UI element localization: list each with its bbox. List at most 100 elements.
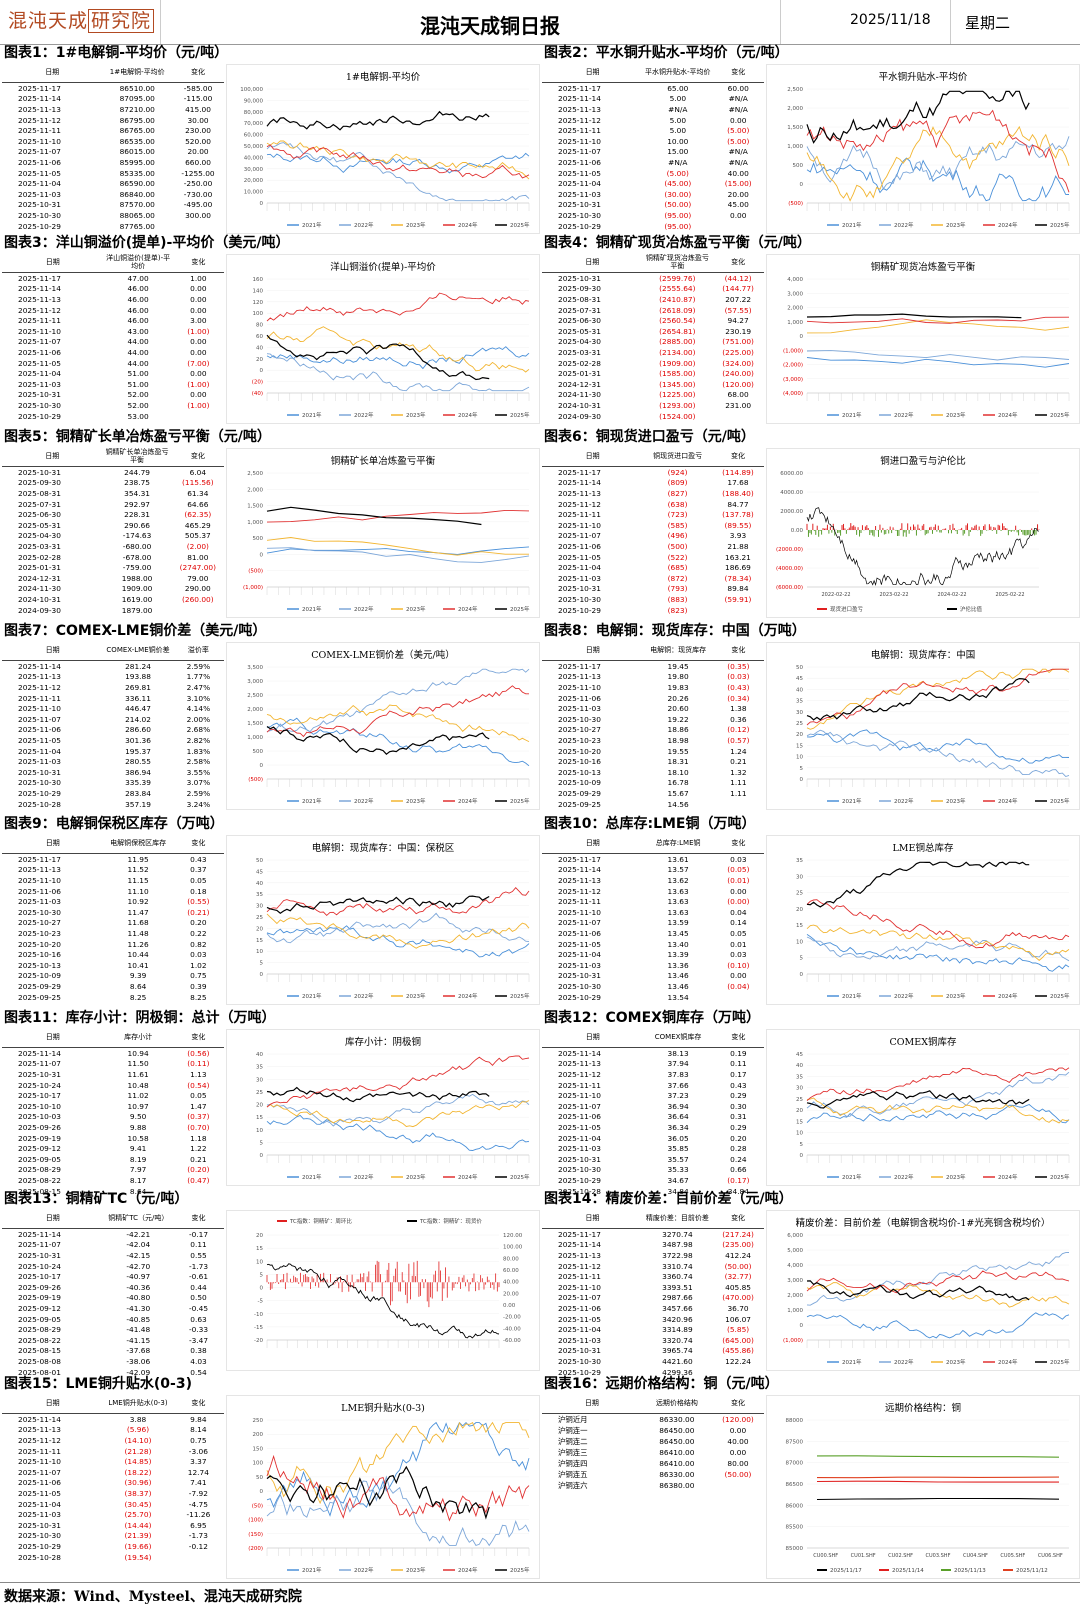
chart-svg: 2,500 2,000 1,500 1,000 500 0 (500) (1,000) 2021…	[243, 471, 530, 613]
y-tick-label: 0	[800, 1153, 804, 1159]
y-tick-label: -15	[254, 1325, 263, 1331]
row-date: 2025-11-14	[18, 661, 61, 671]
series-line	[266, 334, 490, 381]
row-change: 1.11	[730, 788, 747, 798]
row-change: (2.00)	[186, 541, 209, 551]
row-change: 290.00	[184, 584, 211, 594]
legend-label: 2023年	[406, 605, 426, 613]
series-line	[806, 350, 1070, 361]
row-value: -174.63	[122, 531, 152, 541]
row-value: 1619.00	[121, 594, 153, 604]
series-line	[806, 1280, 1030, 1301]
section-title: 图表8：电解铜：现货库存：中国（万吨）	[544, 623, 806, 639]
row-change: (2747.00)	[179, 563, 216, 573]
legend-label: 2025年	[510, 411, 530, 419]
row-date: 2025-08-01	[18, 1367, 61, 1377]
row-change: 300.00	[185, 210, 211, 220]
row-date: 2025-11-07	[558, 147, 601, 157]
row-change: 0.63	[190, 1314, 207, 1324]
row-change: #N/A	[728, 147, 748, 157]
table-row: 2025-11-13 #N/A #N/A	[542, 104, 764, 115]
y-tick-label: 2,500	[247, 693, 263, 699]
row-change: #N/A	[728, 94, 748, 104]
series-line	[266, 546, 530, 555]
table-row: 2025-10-31 -42.15 0.55	[2, 1250, 224, 1261]
chart-section-16: 图表16：远期价格结构：铜（元/吨） 日期 远期价格结构 变化 沪铜近月 86330.00…	[540, 1375, 1080, 1579]
series-line	[266, 1465, 490, 1520]
row-date: 2025-11-04	[558, 563, 601, 573]
series-line	[266, 1421, 530, 1505]
row-date: 2025-10-30	[558, 1165, 601, 1175]
y-tick-label: 25	[256, 915, 263, 921]
series-line	[266, 925, 530, 958]
row-value: 1879.00	[121, 605, 153, 615]
row-value: -41.30	[126, 1303, 151, 1313]
chart-section-10: 图表10：总库存:LME铜（万吨） 日期 总库存:LME铜 变化 2025-11-17 1…	[540, 815, 1080, 1005]
chart-title: 洋山铜溢价(提单)-平均价	[330, 262, 436, 273]
table-row: 2025-11-14 (809) 17.68	[542, 478, 764, 489]
row-date: 2025-06-30	[558, 316, 601, 326]
row-date: 沪铜连二	[558, 1437, 588, 1446]
y2-tick-label: 100.00	[503, 1245, 523, 1251]
x-tick-label: 2024-02-22	[937, 592, 966, 598]
table-row: 2025-11-14 46.00 0.00	[2, 284, 224, 295]
row-value: 18.98	[667, 735, 689, 745]
row-date: 2025-11-06	[558, 541, 601, 551]
row-date: 2025-02-28	[558, 358, 601, 368]
row-date: 2025-11-06	[558, 1303, 601, 1313]
row-date: 2025-11-04	[18, 179, 61, 189]
y-tick-label: 0	[260, 1286, 264, 1292]
table-row: 2025-11-12 5.00 0.00	[542, 115, 764, 126]
y-tick-label: 80,000	[244, 110, 264, 116]
table-row: 2025-09-26 -40.36 0.44	[2, 1282, 224, 1293]
row-change: 0.75	[190, 1435, 207, 1445]
row-value: 18.31	[667, 757, 689, 767]
table-row: 2025-08-22 8.17 (0.47)	[2, 1175, 224, 1186]
chart-panel: 88000 87500 87000 86500 86000 85500 85000 CU00.…	[766, 1395, 1080, 1579]
chart-section-13: 图表13：铜精矿TC（元/吨） 日期 铜精矿TC（元/吨） 变化 2025-11-14 -…	[0, 1190, 540, 1377]
row-change: 3.10%	[186, 693, 211, 703]
row-value: 10.48	[127, 1080, 149, 1090]
row-change: 30.00	[187, 115, 209, 125]
table-row: 2025-11-12 (14.10) 0.75	[2, 1435, 224, 1446]
row-date: 2025-11-14	[558, 865, 601, 875]
table-row: 2025-11-05 13.40 0.01	[542, 939, 764, 950]
row-date: 2025-10-31	[558, 200, 601, 210]
row-change: (751.00)	[722, 337, 754, 347]
row-change: (1.00)	[187, 400, 210, 410]
y-tick-label: 1,500	[247, 504, 263, 510]
table-row: 2025-10-28 357.19 3.24%	[2, 799, 224, 810]
row-change	[172, 605, 224, 616]
table-row: 2025-11-04 (685) 186.69	[542, 562, 764, 573]
row-date: 2025-11-13	[18, 672, 61, 682]
row-date: 2025-11-12	[18, 682, 61, 692]
y-tick-label: 35	[796, 858, 803, 864]
y2-tick-label: 80.00	[503, 1256, 519, 1262]
row-date: 2025-11-13	[18, 104, 61, 114]
table-row: 2025-08-15 8.64	[2, 1186, 224, 1197]
row-change: (120.00)	[722, 1415, 754, 1424]
row-date: 2025-06-30	[18, 510, 61, 520]
table-row: 2025-11-06 13.45 0.05	[542, 928, 764, 939]
y-tick-label: 5	[800, 766, 804, 772]
row-date: 2025-10-17	[18, 1272, 61, 1282]
logo-box: 研究院	[88, 9, 155, 33]
row-change: (62.35)	[184, 510, 212, 520]
row-change: -115.00	[183, 94, 213, 104]
row-date: 2025-07-31	[18, 499, 61, 509]
row-change: 1.18	[190, 1133, 207, 1143]
row-date: 2025-10-30	[558, 594, 601, 604]
table-row: 2025-11-11 3360.74 (32.77)	[542, 1271, 764, 1282]
row-change: 60.00	[727, 83, 749, 93]
row-value: (2599.76)	[659, 273, 696, 283]
row-change: -1.73	[188, 1531, 208, 1541]
row-date: 2025-11-03	[18, 189, 61, 199]
legend-label: 2021年	[302, 797, 322, 805]
table-row: 2025-11-13 13.62 (0.01)	[542, 875, 764, 886]
y-tick-label: 5	[800, 1142, 804, 1148]
column-header: 变化	[172, 1393, 224, 1414]
row-date: 2025-11-10	[558, 682, 601, 692]
y-tick-label: 80	[256, 323, 263, 329]
row-value: 301.36	[125, 735, 151, 745]
row-date: 2025-11-05	[558, 1122, 601, 1132]
